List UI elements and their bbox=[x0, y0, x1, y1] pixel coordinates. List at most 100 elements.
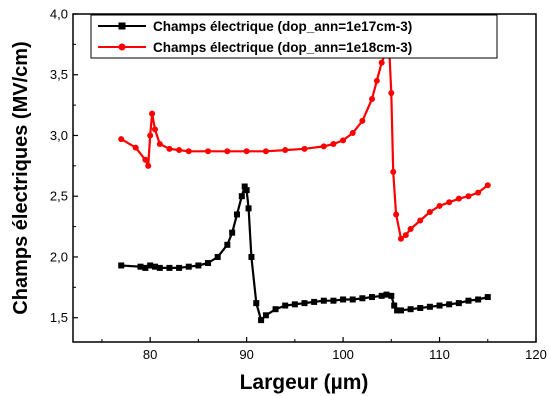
data-point bbox=[378, 59, 385, 66]
y-tick-label: 2,5 bbox=[50, 189, 68, 204]
data-point bbox=[426, 303, 433, 310]
x-tick-label: 120 bbox=[525, 347, 547, 362]
data-point bbox=[369, 294, 376, 301]
y-axis-ticks: 1,5 2,0 2,5 3,0 3,5 4,0 bbox=[50, 7, 78, 325]
series-2 bbox=[118, 47, 491, 242]
legend-marker-series-2 bbox=[118, 43, 126, 51]
data-point bbox=[394, 307, 401, 314]
legend-marker-series-1 bbox=[118, 22, 126, 30]
data-point bbox=[262, 312, 269, 319]
data-point bbox=[301, 300, 308, 307]
data-point bbox=[393, 211, 400, 218]
data-point bbox=[224, 148, 231, 155]
y-axis-title: Champs électriques (MV/cm) bbox=[10, 41, 32, 314]
data-point bbox=[118, 262, 125, 269]
data-point bbox=[245, 205, 252, 212]
data-point bbox=[330, 140, 337, 147]
data-point bbox=[388, 89, 395, 96]
data-point bbox=[436, 202, 443, 209]
data-point bbox=[156, 264, 163, 271]
data-point bbox=[446, 301, 453, 308]
data-point bbox=[142, 156, 149, 163]
data-point bbox=[137, 263, 144, 270]
data-point bbox=[248, 253, 255, 260]
data-point bbox=[229, 229, 236, 236]
data-point bbox=[484, 294, 491, 301]
data-point bbox=[118, 136, 125, 143]
x-tick-label: 110 bbox=[429, 347, 450, 362]
x-tick-label: 80 bbox=[143, 347, 157, 362]
x-axis-ticks: 80 90 100 110 120 bbox=[101, 337, 547, 362]
data-point bbox=[465, 193, 472, 200]
data-point bbox=[272, 306, 279, 313]
x-tick-label: 90 bbox=[239, 347, 253, 362]
data-point bbox=[330, 297, 337, 304]
data-point bbox=[402, 232, 409, 239]
data-point bbox=[349, 130, 356, 137]
data-point bbox=[465, 297, 472, 304]
data-point bbox=[320, 143, 327, 150]
y-tick-label: 2,0 bbox=[50, 249, 68, 264]
y-tick-label: 3,0 bbox=[50, 128, 68, 143]
y-tick-label: 3,5 bbox=[50, 67, 68, 82]
plot-frame bbox=[72, 13, 537, 343]
data-point bbox=[166, 145, 173, 152]
data-point bbox=[151, 126, 158, 133]
data-point bbox=[145, 162, 152, 169]
data-point bbox=[224, 241, 231, 248]
data-point bbox=[149, 110, 156, 117]
data-point bbox=[455, 300, 462, 307]
data-point bbox=[241, 183, 248, 190]
data-point bbox=[253, 300, 260, 307]
data-point bbox=[147, 262, 154, 269]
data-point bbox=[258, 317, 265, 324]
data-point bbox=[291, 301, 298, 308]
data-point bbox=[185, 148, 192, 155]
legend-box bbox=[90, 14, 498, 59]
data-point bbox=[262, 148, 269, 155]
data-point bbox=[142, 264, 149, 271]
data-point bbox=[407, 226, 414, 233]
data-point bbox=[436, 302, 443, 309]
legend-label-series-2: Champs électrique (dop_ann=1e18cm-3) bbox=[153, 40, 412, 55]
data-point bbox=[383, 291, 390, 298]
data-point bbox=[417, 217, 424, 224]
data-point bbox=[373, 77, 380, 84]
data-point bbox=[407, 306, 414, 313]
data-point bbox=[455, 195, 462, 202]
data-point bbox=[388, 292, 395, 299]
series-line bbox=[120, 49, 489, 240]
data-point bbox=[238, 193, 245, 200]
y-tick-label: 1,5 bbox=[50, 310, 68, 325]
data-point bbox=[391, 302, 398, 309]
data-point bbox=[195, 262, 202, 269]
data-point bbox=[243, 148, 250, 155]
data-point bbox=[156, 140, 163, 147]
data-point bbox=[446, 199, 453, 206]
data-point bbox=[340, 137, 347, 144]
data-point bbox=[397, 307, 404, 314]
data-point bbox=[390, 168, 397, 175]
data-point bbox=[369, 96, 376, 103]
data-point bbox=[214, 253, 221, 260]
data-point bbox=[426, 209, 433, 216]
legend: Champs électrique (dop_ann=1e17cm-3) Cha… bbox=[90, 14, 498, 59]
data-point bbox=[349, 296, 356, 303]
data-point bbox=[233, 211, 240, 218]
data-point bbox=[205, 260, 212, 267]
data-point bbox=[166, 264, 173, 271]
data-point bbox=[205, 148, 212, 155]
data-point bbox=[475, 189, 482, 196]
data-point bbox=[185, 263, 192, 270]
series-layer bbox=[118, 47, 491, 324]
legend-label-series-1: Champs électrique (dop_ann=1e17cm-3) bbox=[153, 19, 412, 34]
data-point bbox=[397, 235, 404, 242]
x-tick-label: 100 bbox=[332, 347, 354, 362]
series-1 bbox=[118, 183, 491, 324]
data-point bbox=[176, 147, 183, 154]
data-point bbox=[359, 117, 366, 124]
data-point bbox=[132, 144, 139, 151]
data-point bbox=[176, 264, 183, 271]
x-axis-title: Largeur (µm) bbox=[240, 371, 369, 394]
y-tick-label: 4,0 bbox=[50, 7, 68, 22]
